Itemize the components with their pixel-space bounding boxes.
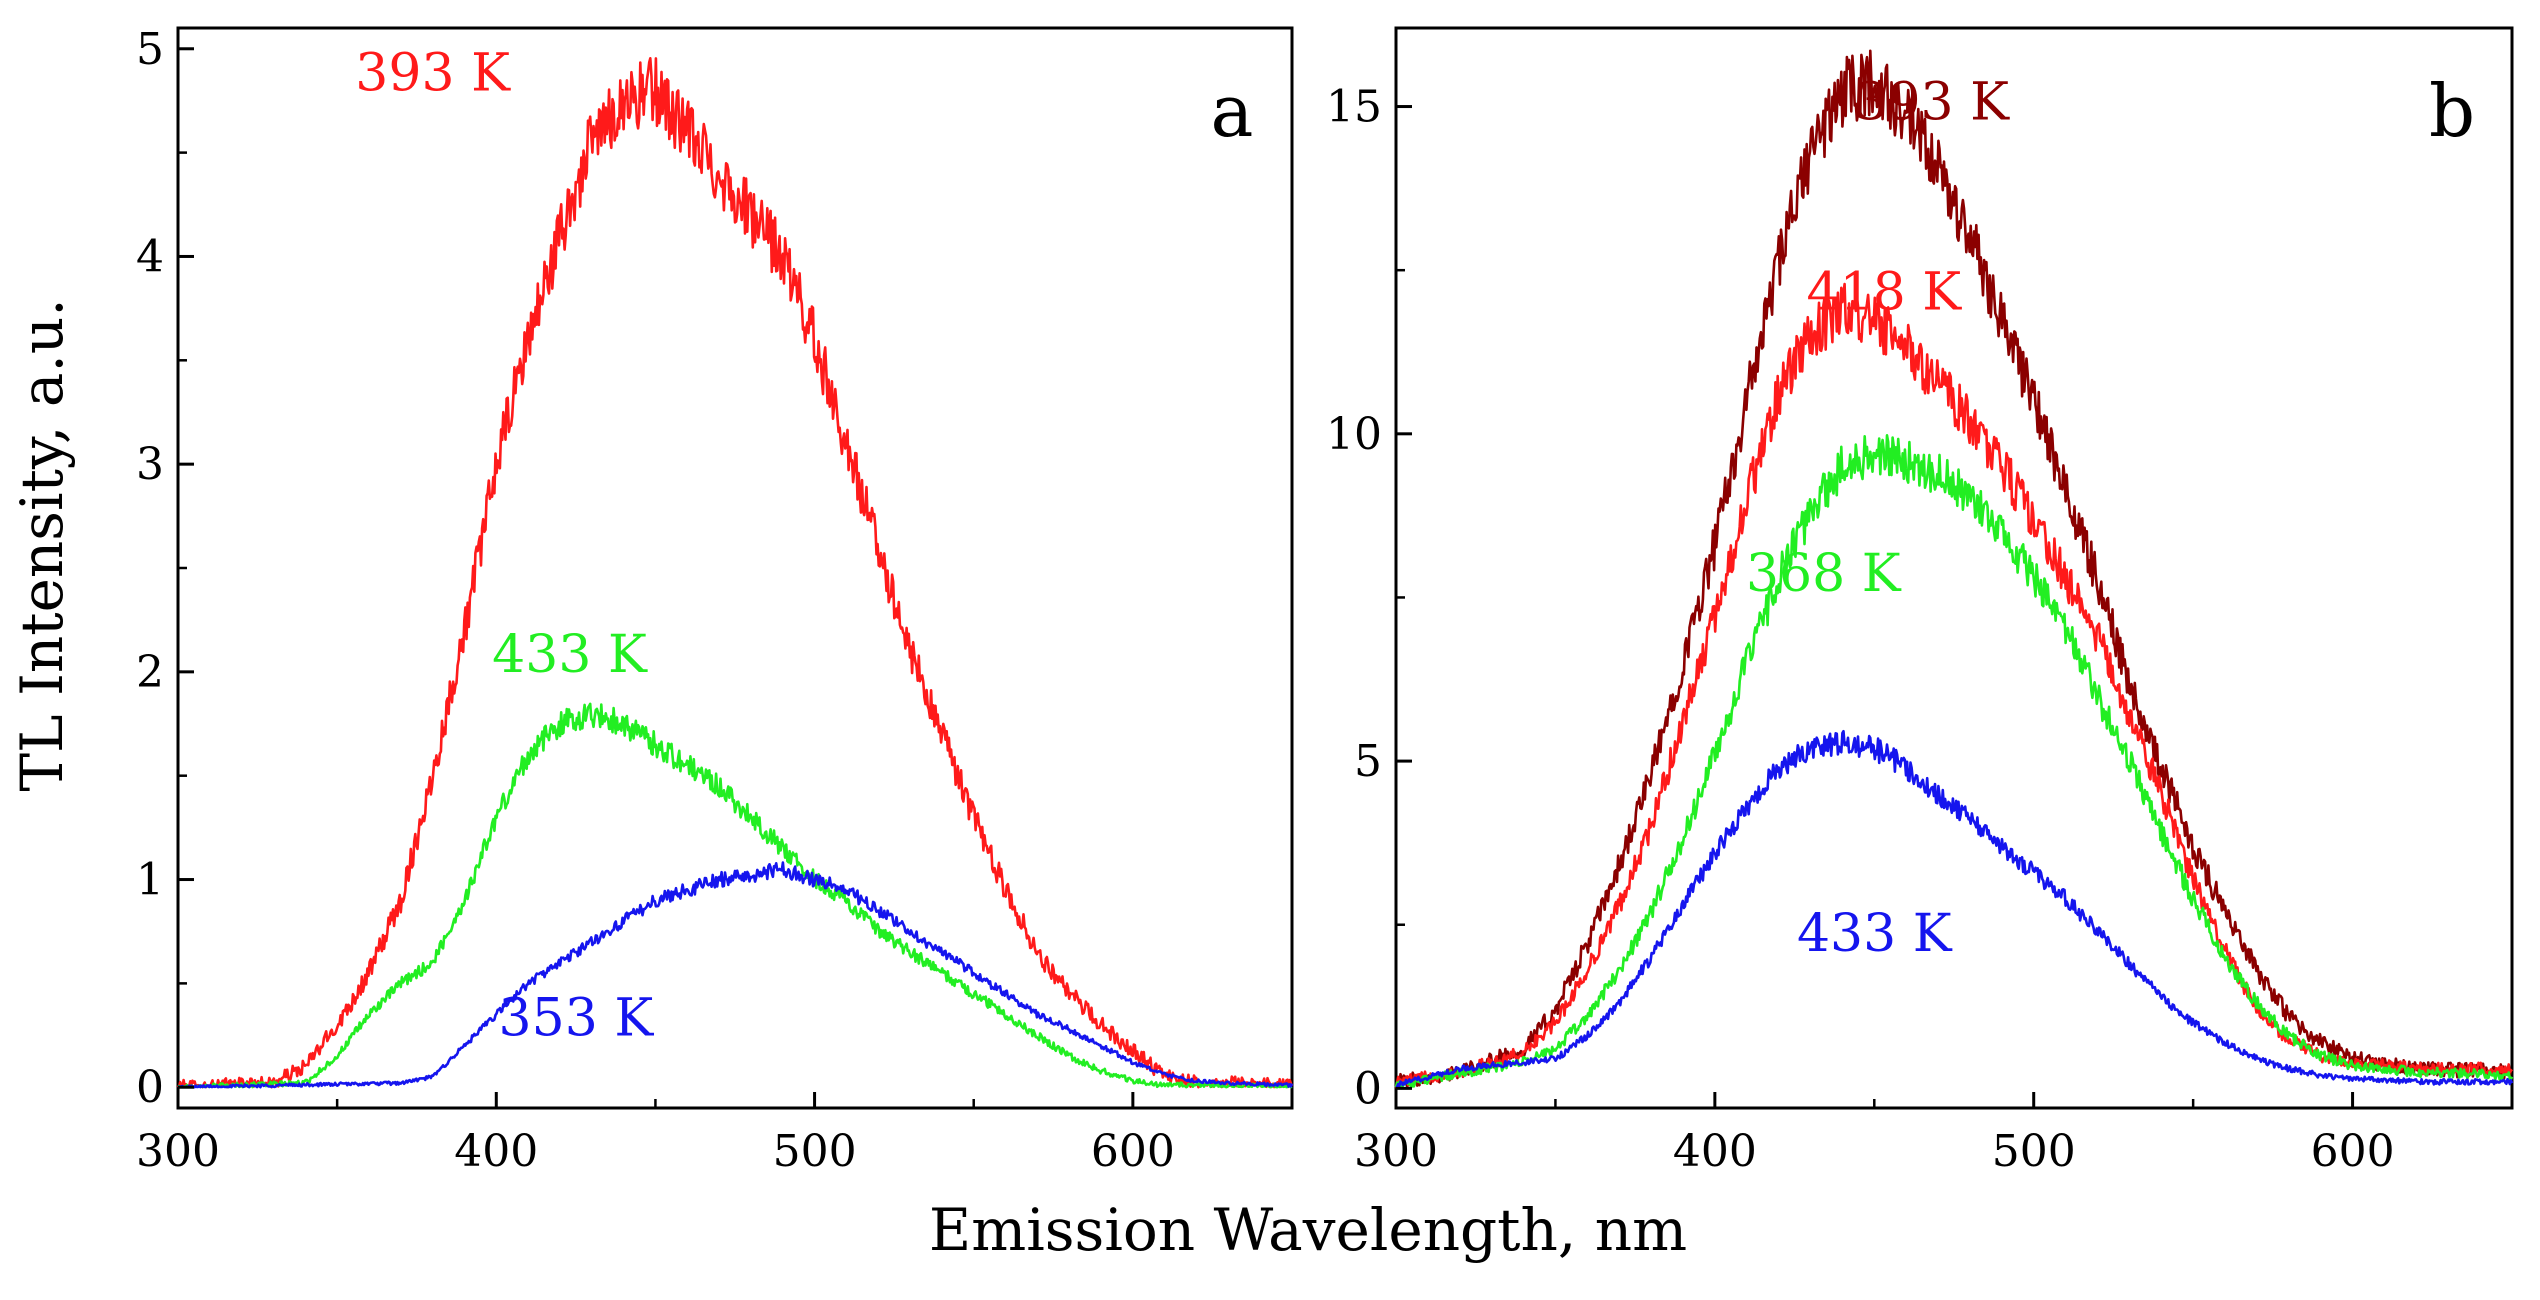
y-tick-label-a-1: 1 — [136, 855, 164, 906]
series-label-b-1: 418 K — [1807, 262, 1963, 322]
x-tick-label-a-500: 500 — [773, 1126, 857, 1177]
x-tick-label-b-600: 600 — [2311, 1126, 2395, 1177]
x-tick-label-b-300: 300 — [1354, 1126, 1438, 1177]
series-label-a-2: 353 K — [499, 988, 655, 1048]
panel-b: 300 400 500 600 0 5 10 15 393 K 418 K 368 K 433 K b — [1326, 26, 2514, 1177]
panel-letter-b: b — [2429, 69, 2475, 153]
panel-a: 300 400 500 600 0 1 2 3 4 5 393 K 433 K 353 K a — [136, 24, 1294, 1177]
y-tick-label-a-2: 2 — [136, 647, 164, 698]
series-label-a-0: 393 K — [355, 43, 511, 103]
x-tick-label-a-600: 600 — [1091, 1126, 1175, 1177]
x-tick-label-a-400: 400 — [454, 1126, 538, 1177]
y-tick-label-a-3: 3 — [136, 439, 164, 490]
series-label-b-0: 393 K — [1854, 73, 2010, 133]
series-line-a-433-k — [177, 702, 1293, 1089]
y-tick-label-a-0: 0 — [136, 1062, 164, 1113]
series-line-b-433-k — [1395, 729, 2514, 1089]
series-line-a-353-k — [177, 861, 1294, 1089]
y-tick-label-b-15: 15 — [1326, 82, 1382, 133]
panel-letter-a: a — [1211, 69, 1254, 153]
plot-frame-a — [176, 26, 1294, 1110]
x-tick-label-a-300: 300 — [136, 1126, 220, 1177]
series-label-b-2: 368 K — [1746, 544, 1902, 604]
y-tick-label-b-5: 5 — [1354, 736, 1382, 787]
y-axis-title: TL Intensity, a.u. — [8, 298, 76, 791]
x-axis-title: Emission Wavelength, nm — [929, 1196, 1687, 1264]
series-line-b-393-k — [1394, 49, 2513, 1090]
y-tick-label-a-5: 5 — [136, 24, 164, 75]
series-line-b-368-k — [1394, 434, 2514, 1090]
x-tick-label-b-400: 400 — [1673, 1126, 1757, 1177]
series-line-b-418-k — [1394, 282, 2513, 1088]
plot-frame-b — [1394, 26, 2514, 1110]
y-tick-label-a-4: 4 — [136, 231, 164, 282]
series-label-b-3: 433 K — [1797, 904, 1953, 964]
series-line-a-393-k — [177, 57, 1294, 1089]
y-tick-label-b-0: 0 — [1354, 1063, 1382, 1114]
y-tick-label-b-10: 10 — [1326, 409, 1382, 460]
x-tick-label-b-500: 500 — [1992, 1126, 2076, 1177]
series-label-a-1: 433 K — [492, 625, 648, 685]
